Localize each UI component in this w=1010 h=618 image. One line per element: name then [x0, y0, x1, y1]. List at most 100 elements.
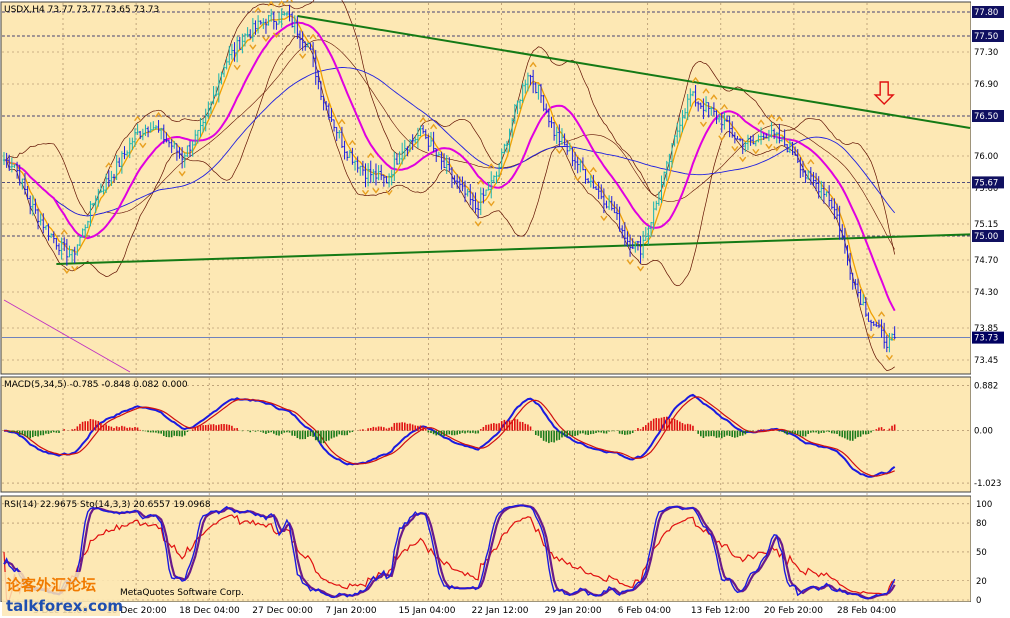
fractal-up-icon	[757, 119, 765, 125]
macd-line	[4, 393, 896, 478]
price-axis-label: 75.60	[974, 184, 998, 194]
fractal-down-icon	[272, 32, 280, 39]
watermark-logo: 论客外汇论坛 talkforex.com	[2, 572, 123, 616]
fractal-down-icon	[372, 188, 380, 194]
fractal-down-icon	[867, 333, 875, 340]
stochastic-main-line	[3, 504, 896, 600]
fractal-up-icon	[702, 88, 710, 94]
price-axis-label: 76.90	[974, 80, 998, 90]
fractal-up-icon	[309, 33, 317, 40]
fractal-down-icon	[731, 145, 739, 152]
fractal-up-icon	[348, 139, 356, 146]
fractal-up-icon	[477, 179, 485, 185]
rsi-axis-label: 20	[976, 577, 987, 587]
fractal-down-icon	[885, 354, 893, 361]
price-level-label: 75.67	[974, 178, 998, 188]
rsi-axis-label: 0	[976, 596, 981, 606]
fractal-down-icon	[636, 266, 645, 272]
fractal-down-icon	[361, 189, 370, 196]
time-axis-label: 20 Feb 20:00	[764, 606, 823, 616]
fractal-down-icon	[474, 221, 482, 227]
fractal-down-icon	[699, 121, 707, 128]
fractal-down-icon	[178, 171, 186, 177]
fractal-down-icon	[574, 175, 582, 182]
fractal-down-icon	[262, 36, 270, 42]
chart-series	[3, 0, 971, 601]
rsi-stochastic-title: RSI(14) 22.9675 Sto(14,3,3) 20.6557 19.0…	[4, 500, 211, 510]
price-level-label: 77.80	[974, 8, 998, 18]
fractal-up-icon	[338, 118, 346, 125]
fractal-up-icon	[877, 311, 886, 317]
fractal-down-icon	[718, 135, 726, 141]
time-axis-label: 15 Jan 04:00	[398, 606, 455, 616]
fractal-down-icon	[385, 189, 393, 196]
time-axis-background	[0, 602, 1010, 618]
price-level-label: 73.73	[974, 334, 998, 344]
fractal-up-icon	[367, 152, 375, 159]
price-level-tag	[972, 230, 1004, 242]
price-axis-label: 73.45	[974, 356, 998, 366]
macd-axis-label: -1.023	[974, 479, 1001, 489]
price-panel[interactable]	[0, 1, 972, 375]
fractal-up-icon	[60, 229, 68, 235]
fractal-up-icon	[529, 61, 537, 68]
bollinger-lower-line	[3, 36, 895, 371]
fractal-down-icon	[773, 145, 781, 152]
time-axis-label: 13 Feb 12:00	[691, 606, 750, 616]
price-axis-label: 76.00	[974, 152, 998, 162]
fractal-up-icon	[285, 0, 294, 3]
fractal-up-icon	[720, 103, 728, 110]
fractal-up-icon	[767, 114, 776, 120]
macd-panel[interactable]	[0, 376, 972, 493]
fractal-up-icon	[154, 111, 163, 118]
fractal-up-icon	[487, 163, 495, 169]
price-level-tag	[972, 30, 1004, 42]
time-axis-label: 28 Feb 04:00	[837, 606, 896, 616]
time-axis-label: 6 Feb 04:00	[618, 606, 672, 616]
time-axis-label: 7 Jan 20:00	[325, 606, 377, 616]
copyright-text: MetaQuotes Software Corp.	[120, 588, 244, 598]
fractal-up-icon	[278, 0, 286, 6]
time-axis-label: 10 Dec 20:00	[106, 606, 167, 616]
fractal-down-icon	[555, 148, 563, 155]
price-level-label: 76.50	[974, 112, 998, 122]
watermark-site: talkforex.com	[6, 597, 123, 615]
price-chart-title: USDX,H4 73.77 73.77 73.65 73.73	[4, 5, 159, 15]
price-level-label: 75.00	[974, 232, 998, 242]
price-level-tag	[972, 176, 1004, 189]
fractal-up-icon	[710, 94, 718, 100]
sell-signal-arrow-icon	[873, 81, 895, 105]
fractal-down-icon	[487, 200, 495, 207]
fractal-up-icon	[419, 116, 427, 123]
time-axis-label: 29 Jan 20:00	[545, 606, 602, 616]
slow-moving-average-line	[3, 67, 896, 217]
resistance-trendline	[297, 15, 971, 129]
rsi-line	[3, 514, 895, 601]
price-axis-label: 74.30	[974, 288, 998, 298]
rsi-axis-label: 80	[976, 519, 987, 529]
fractal-down-icon	[600, 215, 608, 222]
fractal-up-icon	[267, 0, 275, 7]
channel-line	[3, 299, 131, 373]
price-axis-label: 77.30	[974, 48, 998, 58]
fractal-up-icon	[134, 115, 142, 122]
price-level-label: 77.50	[974, 32, 998, 42]
fractal-down-icon	[765, 143, 773, 150]
fractal-down-icon	[71, 265, 79, 272]
bollinger-upper-line	[4, 0, 896, 255]
price-level-tag	[972, 6, 1004, 18]
fractal-up-icon	[692, 76, 700, 83]
fractal-down-icon	[233, 64, 241, 71]
fractal-up-icon	[105, 162, 113, 168]
fractal-up-icon	[430, 123, 438, 130]
price-axis-label: 74.70	[974, 256, 998, 266]
fractal-down-icon	[626, 259, 634, 265]
time-axis-label: 22 Jan 12:00	[472, 606, 529, 616]
price-axis-label: 75.15	[974, 220, 998, 230]
price-level-tag	[972, 110, 1004, 122]
fractal-down-icon	[249, 44, 257, 50]
rsi-panel[interactable]	[0, 495, 972, 603]
fractal-down-icon	[752, 148, 760, 155]
fractal-down-icon	[139, 142, 147, 149]
